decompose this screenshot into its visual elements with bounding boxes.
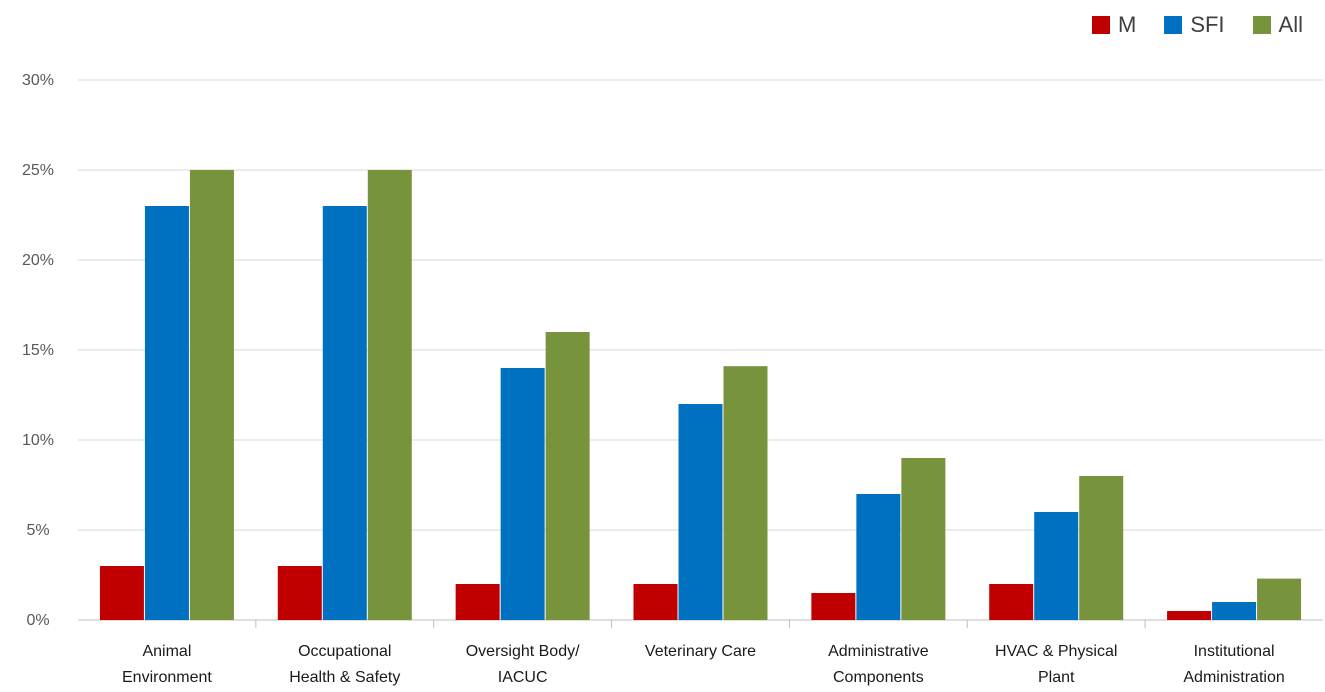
x-category-label: Administration (1183, 669, 1284, 686)
x-category-label: Components (833, 669, 924, 686)
bar-sfi (144, 206, 189, 620)
x-category-label: Institutional (1194, 643, 1275, 660)
bar-sfi (1212, 602, 1257, 620)
x-category-label: IACUC (498, 669, 548, 686)
bar-sfi (678, 404, 723, 620)
bar-all (189, 170, 234, 620)
bar-m (99, 566, 144, 620)
x-category-label: HVAC & Physical (995, 643, 1117, 660)
y-tick-label: 20% (22, 252, 54, 269)
legend-label-m: M (1117, 12, 1137, 37)
y-tick-label: 5% (26, 522, 49, 539)
legend-label-sfi: SFI (1190, 12, 1225, 37)
bar-all (545, 332, 590, 620)
x-category-label: Plant (1038, 669, 1075, 686)
legend-item-m: M (1091, 12, 1137, 38)
bar-sfi (500, 368, 545, 620)
x-category-label: Veterinary Care (645, 643, 756, 660)
x-category-label: Environment (122, 669, 212, 686)
bar-all (1257, 578, 1302, 620)
bar-m (633, 584, 678, 620)
bar-m (277, 566, 322, 620)
bar-all (723, 366, 768, 620)
bar-sfi (322, 206, 367, 620)
x-category-label: Administrative (828, 643, 929, 660)
legend-swatch-all (1252, 16, 1271, 34)
x-category-label: Animal (142, 643, 191, 660)
bar-m (989, 584, 1034, 620)
legend-swatch-m (1091, 16, 1110, 34)
x-category-label: Occupational (298, 643, 391, 660)
bar-m (811, 593, 856, 620)
legend-item-sfi: SFI (1164, 12, 1225, 38)
bar-all (1079, 476, 1124, 620)
y-tick-label: 0% (26, 612, 49, 629)
legend-swatch-sfi (1164, 16, 1183, 34)
y-tick-label: 10% (22, 432, 54, 449)
x-category-label: Health & Safety (289, 669, 400, 686)
legend-label-all: All (1278, 12, 1303, 37)
legend-item-all: All (1252, 12, 1303, 38)
x-category-label: Oversight Body/ (466, 643, 580, 660)
bar-m (1167, 611, 1212, 620)
bar-all (901, 458, 946, 620)
bar-all (367, 170, 412, 620)
y-tick-label: 15% (22, 342, 54, 359)
bar-m (455, 584, 500, 620)
y-tick-label: 30% (22, 72, 54, 89)
y-tick-label: 25% (22, 162, 54, 179)
bar-sfi (1034, 512, 1079, 620)
legend: M SFI All (1091, 12, 1303, 38)
bar-sfi (856, 494, 901, 620)
